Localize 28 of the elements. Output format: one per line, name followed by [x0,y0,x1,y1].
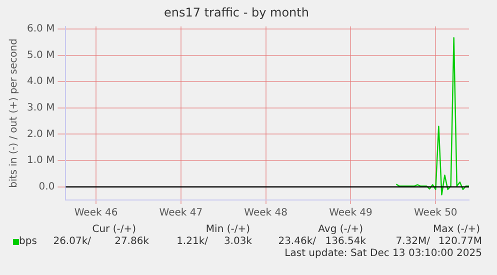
y-tick-label: 6.0 M [26,24,55,35]
y-tick-label: 4.0 M [26,76,55,88]
x-tick-label: Week 47 [159,208,203,219]
text: 26.07k/ [53,236,91,247]
x-tick-label: Week 48 [244,208,288,219]
text: 120.77M [438,236,482,247]
y-tick-label: 1.0 M [26,155,55,166]
text: Cur (-/+) [92,224,136,235]
x-tick-label: Week 46 [74,208,118,219]
text: Last update: Sat Dec 13 03:10:00 2025 [284,248,482,259]
text: Max (-/+) [432,224,480,235]
text: Avg (-/+) [318,224,363,235]
text: 3.03k [224,236,252,247]
text: Min (-/+) [206,224,250,235]
y-tick-label: 0.0 [38,181,55,192]
y-tick-label: 5.0 M [26,50,55,61]
text: 7.32M/ [396,236,430,247]
text: 23.46k/ [278,236,316,247]
x-tick-label: Week 50 [414,208,458,219]
text: 136.54k [325,236,366,247]
chart-title: ens17 traffic - by month [164,5,309,20]
y-axis-title: bits in (-) / out (+) per second [8,38,20,188]
text: 1.21k/ [176,236,208,247]
x-tick-label: Week 49 [329,208,372,219]
legend-label: bps [19,236,37,247]
y-tick-label: 3.0 M [26,102,55,114]
text: 27.86k [114,236,149,247]
y-tick-label: 2.0 M [26,128,55,140]
